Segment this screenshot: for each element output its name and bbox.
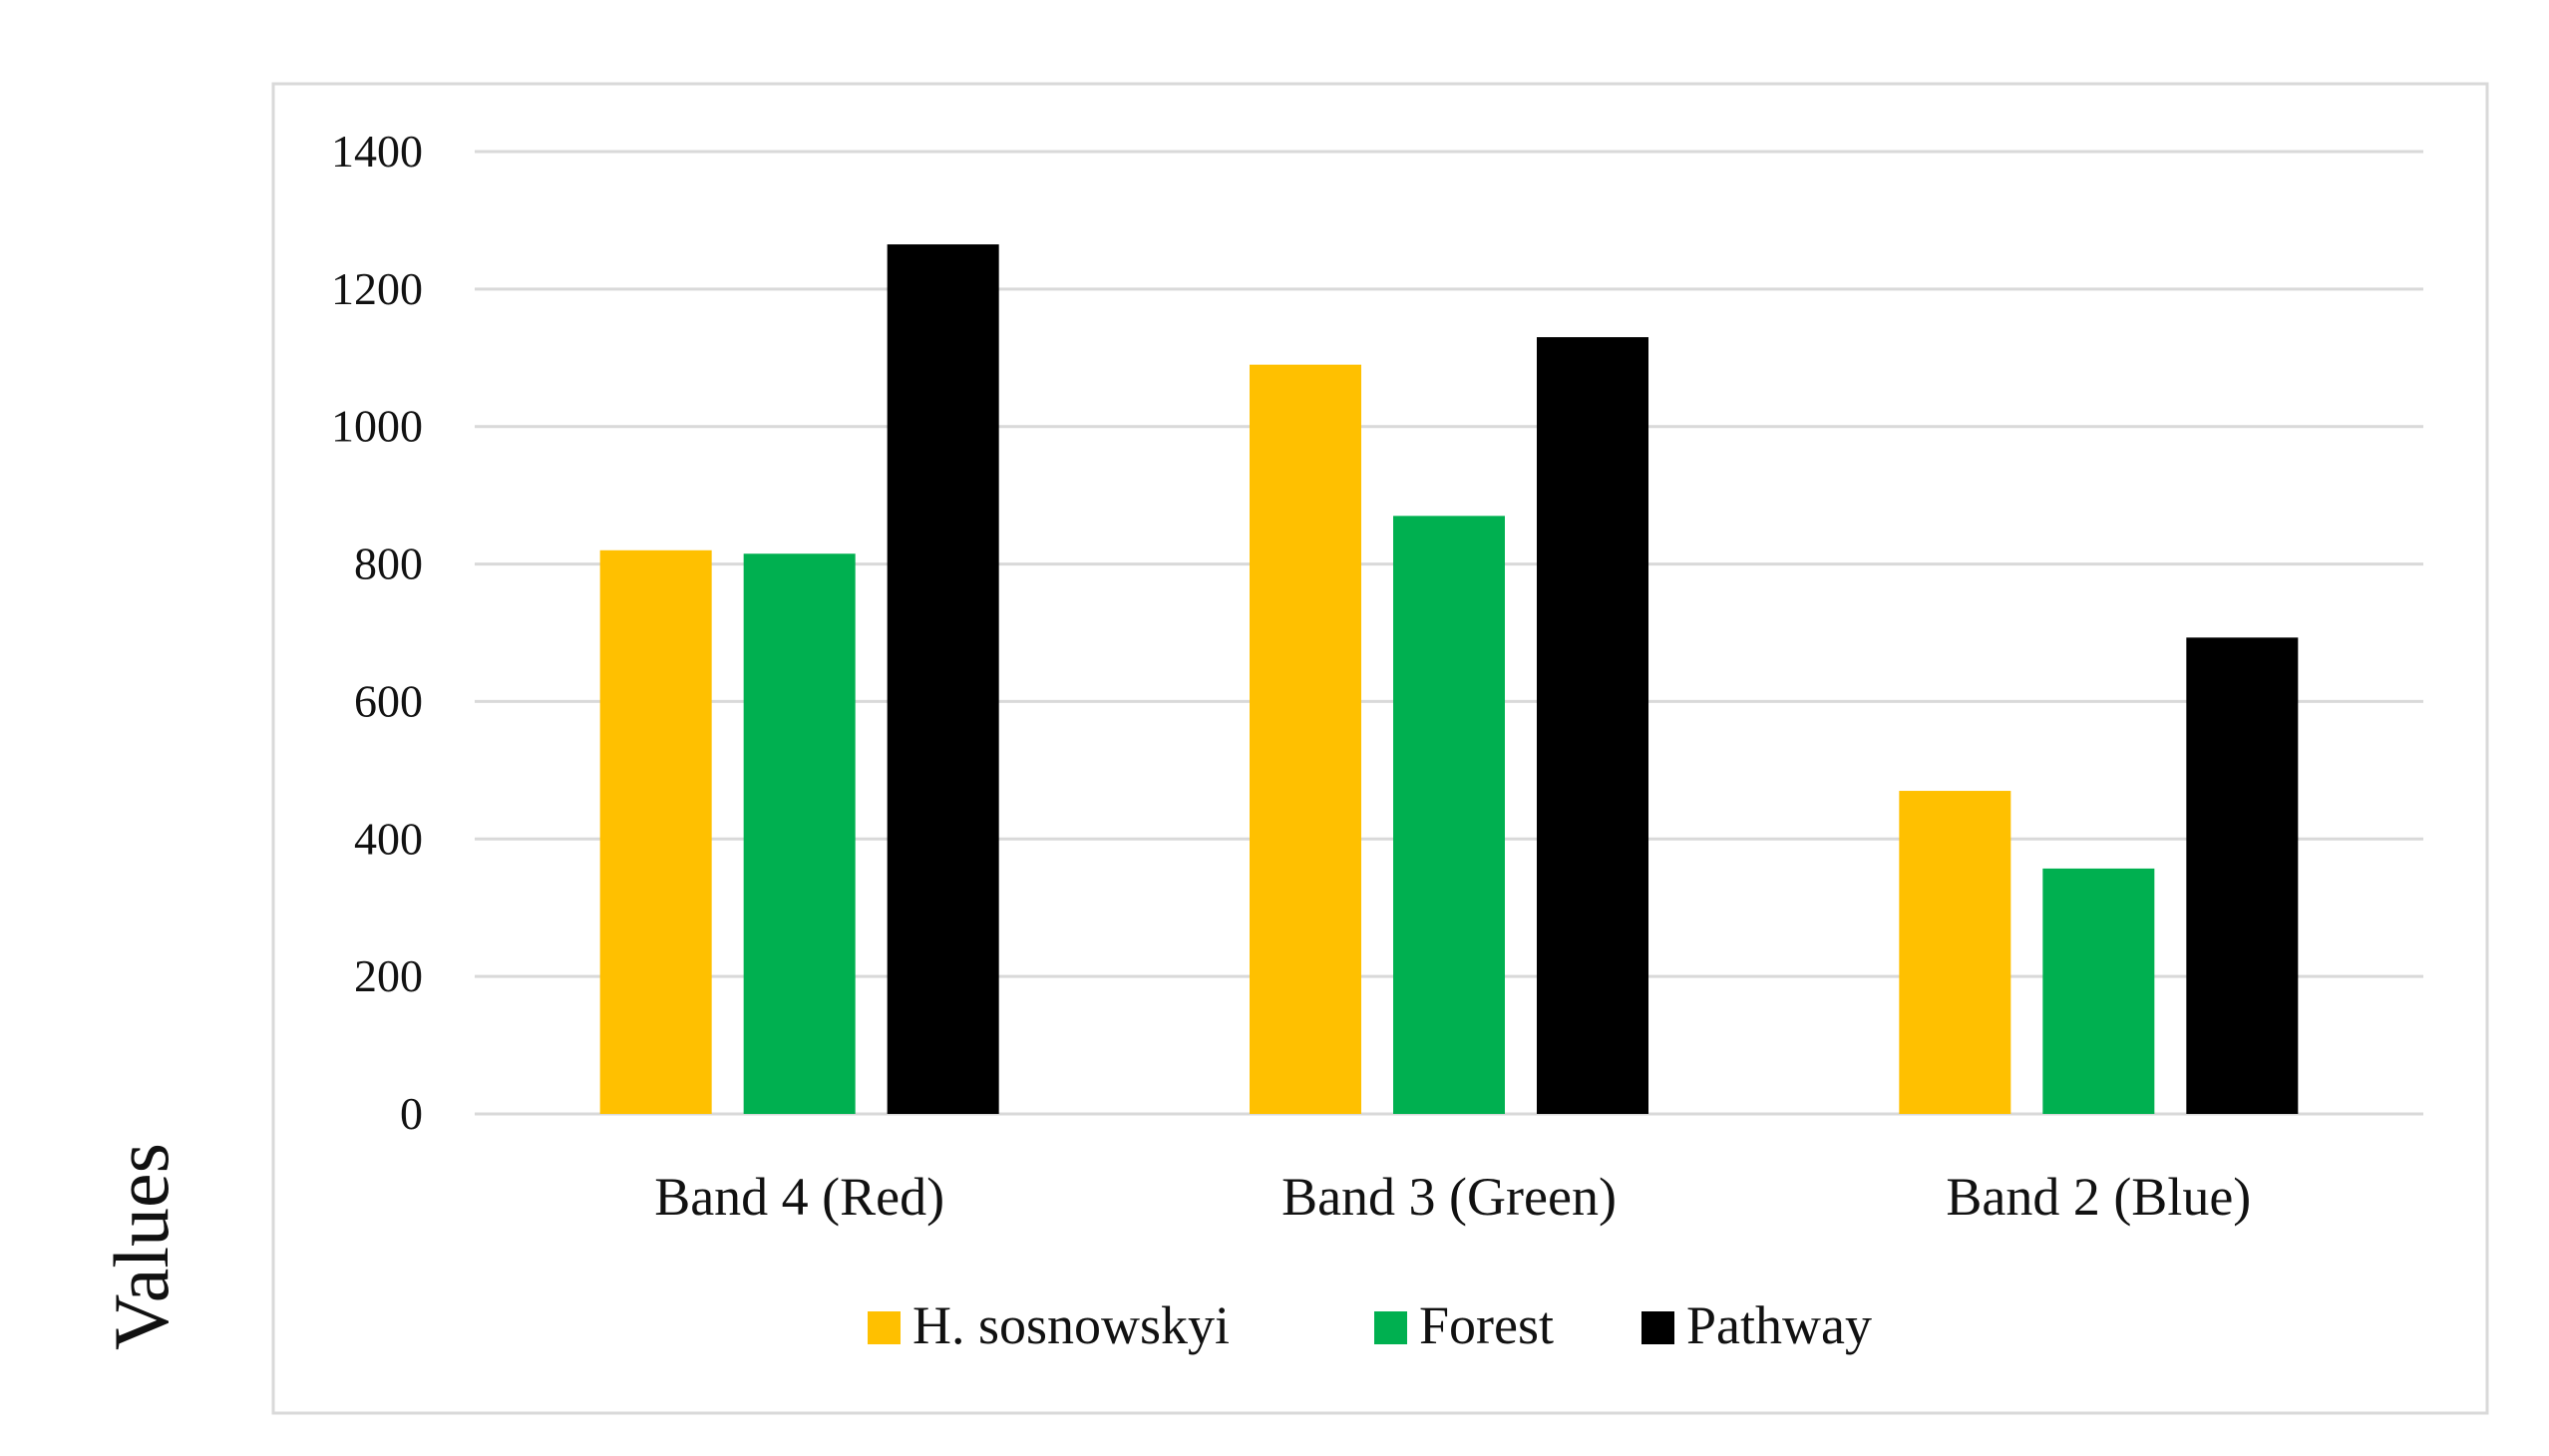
y-axis-label: Values xyxy=(98,1143,184,1350)
legend-label: Forest xyxy=(1419,1295,1554,1355)
bar xyxy=(2186,637,2299,1114)
legend: H. sosnowskyi Forest Pathway xyxy=(868,1295,1872,1355)
bar xyxy=(887,244,999,1114)
x-category-label: Band 2 (Blue) xyxy=(1946,1167,2251,1227)
bars xyxy=(599,244,2299,1114)
bar xyxy=(1250,364,1361,1114)
legend-label: H. sosnowskyi xyxy=(912,1295,1230,1355)
x-category-label: Band 3 (Green) xyxy=(1281,1167,1617,1227)
bar xyxy=(743,553,856,1114)
bar xyxy=(1899,791,2011,1114)
legend-swatch xyxy=(1641,1311,1674,1344)
y-tick-label: 1200 xyxy=(331,263,423,314)
y-tick-label: 600 xyxy=(354,675,423,726)
y-tick-label: 800 xyxy=(354,539,423,589)
y-tick-label: 400 xyxy=(354,813,423,864)
bar xyxy=(1393,516,1505,1114)
x-axis-categories: Band 4 (Red) Band 3 (Green) Band 2 (Blue) xyxy=(654,1167,2251,1227)
y-axis-ticks: 0 200 400 600 800 1000 1200 1400 xyxy=(331,126,423,1139)
legend-swatch xyxy=(1374,1311,1407,1344)
y-tick-label: 200 xyxy=(354,950,423,1001)
bar xyxy=(1537,337,1648,1114)
bar xyxy=(2042,868,2155,1114)
legend-swatch xyxy=(868,1311,901,1344)
y-tick-label: 1000 xyxy=(331,401,423,452)
y-tick-label: 1400 xyxy=(331,126,423,177)
y-tick-label: 0 xyxy=(400,1088,423,1139)
legend-label: Pathway xyxy=(1686,1295,1872,1355)
x-category-label: Band 4 (Red) xyxy=(654,1167,944,1227)
bar xyxy=(599,549,712,1114)
